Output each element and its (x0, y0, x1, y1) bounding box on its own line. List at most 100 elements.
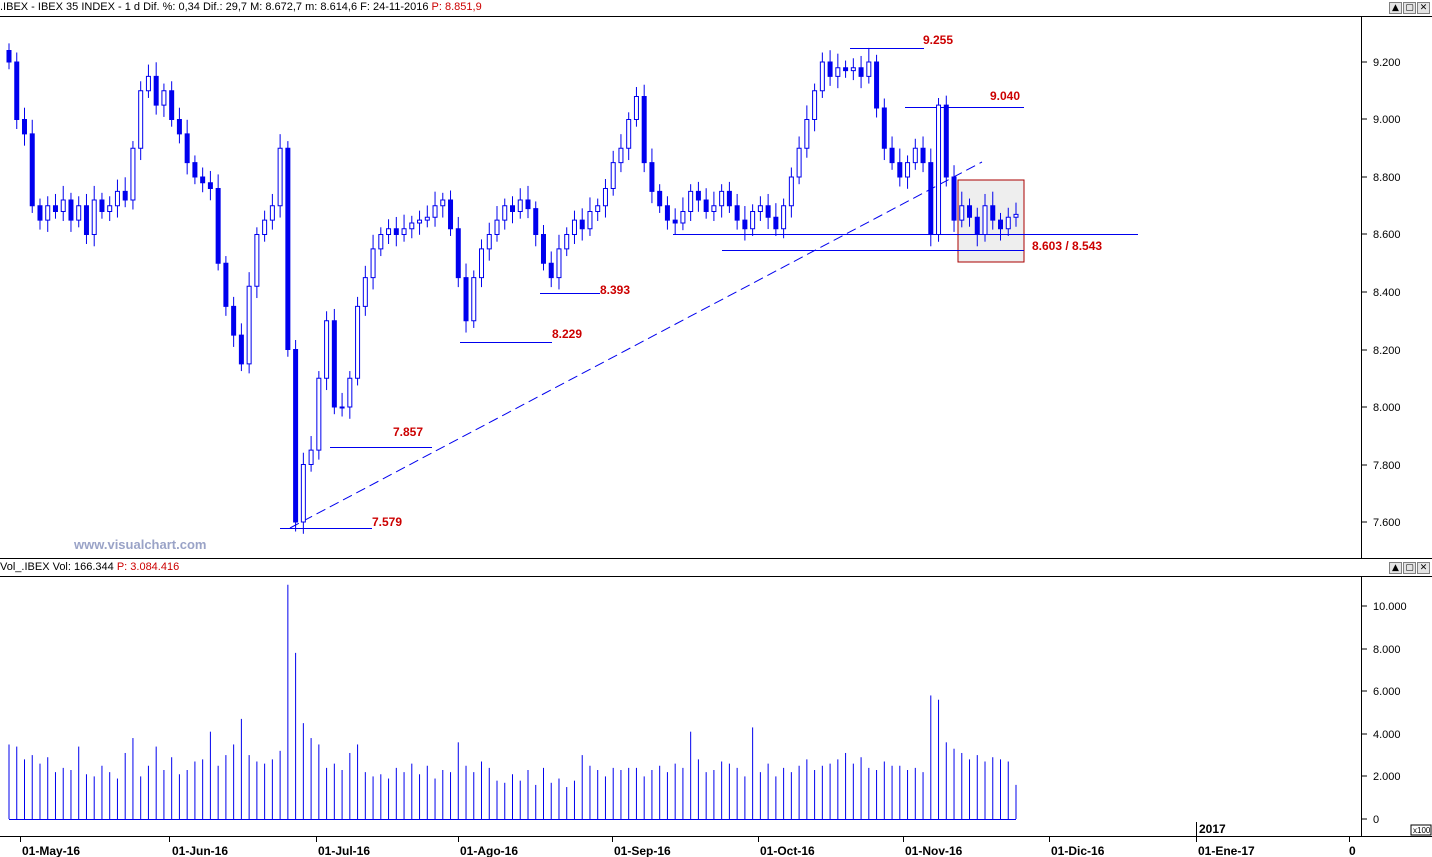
annotation-9040: 9.040 (990, 89, 1020, 103)
level-annotations: 9.255 9.040 8.393 8.229 7.857 7.579 8.60… (372, 33, 1102, 529)
year-marker: 2017 (1199, 822, 1226, 836)
candle-body (726, 190, 732, 207)
close-icon[interactable]: ✕ (1417, 562, 1430, 574)
close-icon[interactable]: ✕ (1417, 2, 1430, 14)
candle-body (486, 234, 492, 250)
candle-body (943, 104, 949, 178)
candle-body (719, 190, 725, 207)
candle-body (912, 147, 918, 164)
x-label: 01-Nov-16 (905, 844, 963, 857)
candle-body (750, 211, 756, 230)
candle-body (176, 119, 182, 135)
chart-frame (0, 16, 1432, 837)
volume-y-label: 10.000 (1373, 601, 1407, 613)
candle-body (83, 205, 89, 235)
candle-body (819, 61, 825, 92)
restore-icon[interactable]: ▢ (1403, 562, 1416, 574)
volume-y-label: 6.000 (1373, 686, 1401, 698)
candle-body (540, 234, 546, 264)
candle-body (858, 67, 864, 77)
volume-panel-header: Vol_.IBEX Vol: 166.344 P: 3.084.416 (0, 560, 179, 575)
candle-body (215, 188, 221, 264)
candle-body (664, 205, 670, 221)
watermark: www.visualchart.com (73, 537, 206, 552)
candle-body (401, 228, 407, 235)
candle-body (308, 449, 314, 465)
candle-body (238, 334, 244, 365)
multiplier-box (1410, 824, 1432, 836)
candle-body (672, 219, 678, 224)
price-panel-window-controls: ▲ ▢ ✕ (1389, 2, 1430, 14)
candle-body (14, 61, 20, 120)
candle-body (889, 147, 895, 164)
candle-body (618, 147, 624, 164)
candle-body (471, 277, 477, 322)
candle-body (680, 211, 686, 224)
volume-header-label: Vol_.IBEX Vol: 166.344 (0, 561, 114, 573)
maximize-icon[interactable]: ▲ (1389, 562, 1402, 574)
price-y-label: 7.600 (1373, 517, 1401, 529)
annotation-8393: 8.393 (600, 283, 630, 297)
candle-body (285, 147, 291, 350)
candle-body (517, 199, 523, 212)
candle-body (362, 277, 368, 307)
candle-body (37, 205, 43, 221)
candle-body (324, 320, 330, 379)
candle-body (432, 205, 438, 218)
candle-body (145, 75, 151, 92)
volume-y-label: 0 (1373, 814, 1379, 826)
candle-body (703, 199, 709, 212)
volume-y-axis: 10.000 8.000 6.000 4.000 2.000 0 (1361, 601, 1407, 826)
header-date: F: 24-11-2016 (360, 1, 429, 13)
candle-body (502, 205, 508, 221)
candle-body (936, 104, 942, 235)
candle-body (688, 190, 694, 212)
candle-body (207, 182, 213, 189)
candle-body (765, 205, 771, 218)
volume-header-last: P: 3.084.416 (116, 561, 180, 573)
annotation-7579: 7.579 (372, 515, 402, 529)
maximize-icon[interactable]: ▲ (1389, 2, 1402, 14)
candle-body (262, 219, 268, 235)
candle-body (812, 90, 818, 120)
candle-body (1005, 216, 1011, 230)
x-label: 0 (1349, 844, 1356, 857)
x-label: 01-Sep-16 (614, 844, 671, 857)
candle-body (781, 205, 787, 230)
candle-body (974, 216, 980, 235)
x-label: 01-Jul-16 (318, 844, 370, 857)
candle-body (967, 205, 973, 218)
candle-body (463, 277, 469, 322)
restore-icon[interactable]: ▢ (1403, 2, 1416, 14)
candle-body (184, 133, 190, 164)
candle-body (417, 219, 423, 224)
price-y-label: 8.800 (1373, 172, 1401, 184)
candle-body (45, 205, 51, 221)
price-y-label: 9.200 (1373, 57, 1401, 69)
candle-body (1013, 213, 1019, 218)
candle-body (114, 190, 120, 207)
candle-body (649, 162, 655, 192)
candle-body (881, 107, 887, 149)
candle-body (331, 320, 337, 408)
candle-body (60, 199, 66, 212)
volume-panel-window-controls: ▲ ▢ ✕ (1389, 562, 1430, 574)
candle-body (269, 205, 275, 221)
candle-body (91, 199, 97, 235)
level-lines (280, 48, 1138, 529)
candle-body (796, 147, 802, 178)
candle-body (316, 377, 322, 451)
candle-body (479, 248, 485, 279)
annotation-7857: 7.857 (393, 425, 423, 439)
candle-body (231, 305, 237, 336)
candle-body (711, 205, 717, 212)
candle-body (21, 119, 27, 135)
annotation-9255: 9.255 (923, 33, 953, 47)
candle-body (424, 216, 430, 221)
candle-body (905, 162, 911, 178)
candle-body (982, 205, 988, 235)
candle-body (223, 262, 229, 307)
x-label: 01-Ene-17 (1198, 844, 1255, 857)
candle-body (192, 162, 198, 178)
